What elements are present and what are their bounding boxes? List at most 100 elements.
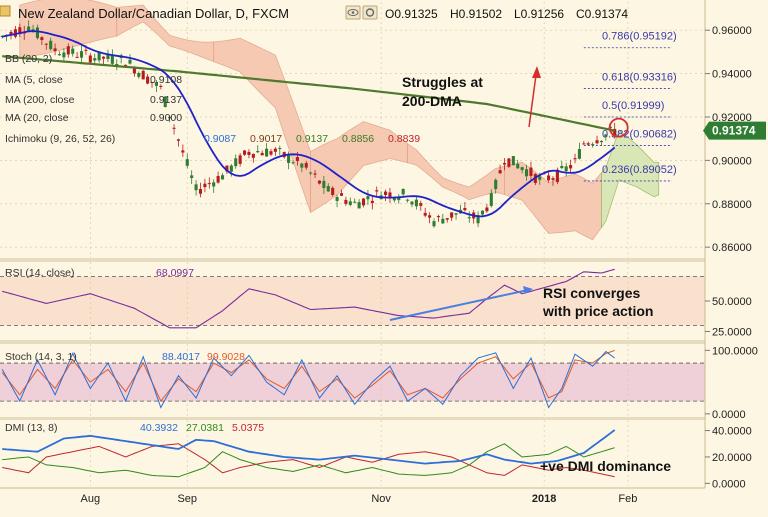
highlight-circle (608, 117, 629, 138)
dmi-plus-line (2, 443, 615, 478)
candle-body-76 (335, 197, 339, 201)
candle-body-118 (520, 167, 524, 171)
candle-body-99 (436, 216, 440, 218)
candle-body-12 (53, 48, 57, 52)
candle-body-122 (538, 176, 542, 180)
candle-body-110 (485, 207, 489, 212)
candle-body-38 (168, 116, 172, 119)
pane-separator-0 (0, 258, 768, 262)
stoch-title: Stoch (14, 3, 1) 88.4017 99.9028 (5, 351, 245, 363)
candle-body-117 (516, 163, 520, 169)
candle-body-8 (35, 27, 39, 39)
candle-body-136 (599, 140, 603, 143)
candle-body-109 (480, 210, 485, 215)
time-label-0: Aug (81, 493, 101, 505)
candle-body-113 (498, 170, 502, 174)
axis-tick-label-420-2: 40.0000 (712, 426, 752, 438)
candle-body-30 (132, 67, 136, 74)
legend-value-4-4: 0.8839 (388, 133, 420, 145)
candle-body-37 (163, 96, 167, 108)
pane-separator-1 (0, 340, 768, 344)
axis-tick-label-2-4: 0.94000 (712, 69, 752, 81)
legend-value-4-2: 0.9137 (296, 133, 328, 145)
price-axis: 0.86000 0.88000 0.90000 0.92000 0.94000 0.960… (704, 0, 768, 512)
legend-label-0: BB (20, 2) (5, 53, 52, 65)
dmi-label: DMI (13, 8) (5, 422, 58, 434)
ohlc-open: O0.91325 (385, 7, 438, 21)
candle-body-90 (397, 197, 401, 201)
candle-body-60 (265, 148, 269, 157)
candle-body-74 (326, 186, 330, 192)
rsi-annotation-line2: with price action (542, 303, 653, 319)
candle-body-114 (502, 162, 507, 165)
ichimoku-cloud (19, 0, 660, 241)
candle-body-85 (375, 190, 379, 192)
candle-body-53 (234, 158, 238, 167)
candle-body-3 (13, 29, 17, 37)
last-price-marker (703, 121, 766, 140)
candle-body-87 (384, 191, 388, 195)
candle-body-100 (441, 218, 445, 224)
legend-value-4-0: 0.9087 (204, 133, 236, 145)
candle-body-82 (361, 198, 366, 206)
header-settings-icon[interactable] (362, 5, 378, 20)
legend-label-2: MA (200, close (5, 94, 75, 106)
candle-body-65 (287, 155, 291, 163)
legend-label-4: Ichimoku (9, 26, 52, 26) (5, 133, 115, 145)
header-eye-icon[interactable] (345, 5, 361, 20)
candle-body-10 (44, 43, 48, 45)
candle-body-72 (317, 180, 321, 184)
candle-body-93 (410, 201, 414, 205)
fib-label-1: 0.618(0.93316) (602, 71, 677, 83)
candle-body-125 (551, 178, 555, 180)
candle-body-128 (564, 166, 568, 172)
dmi-minus-line (2, 443, 615, 478)
fib-label-0: 0.786(0.95192) (602, 31, 677, 43)
candle-body-52 (229, 165, 233, 172)
rsi-annotation-line1: RSI converges (543, 285, 640, 301)
axis-background (705, 0, 768, 512)
candle-body-15 (66, 46, 70, 55)
candle-body-134 (591, 144, 595, 146)
candle-body-44 (194, 184, 198, 191)
pane-separator-2 (0, 417, 768, 420)
candles (0, 20, 617, 228)
time-axis: Aug Sep Nov 2018 Feb (0, 487, 768, 512)
fib-label-3: 0.382(0.90682) (602, 129, 677, 141)
candle-body-48 (212, 182, 216, 187)
symbol-marker[interactable] (0, 5, 11, 17)
candle-body-28 (124, 64, 128, 67)
stoch-d-value: 99.9028 (207, 351, 245, 363)
axis-tick-label-344-0: 0.0000 (712, 409, 746, 421)
candle-body-88 (388, 192, 392, 199)
axis-tick-label-344-1: 100.0000 (712, 345, 758, 357)
fib-label-4: 0.236(0.89052) (602, 164, 677, 176)
dmi-minus-value: 5.0375 (232, 422, 264, 434)
axis-tick-label-2-3: 0.92000 (712, 112, 752, 124)
candle-body-97 (428, 215, 432, 218)
candle-body-81 (357, 202, 361, 209)
candle-body-36 (159, 85, 163, 87)
candle-body-58 (256, 151, 260, 153)
axis-tick-label-2-1: 0.88000 (712, 199, 752, 211)
candle-body-106 (467, 217, 471, 219)
candle-body-108 (476, 215, 480, 224)
candle-body-6 (27, 26, 31, 31)
candle-body-9 (40, 37, 44, 41)
dmi-plus-value: 27.0381 (186, 422, 224, 434)
candle-body-92 (406, 199, 410, 201)
last-price-tag: 0.91374 (703, 121, 766, 140)
candle-body-67 (295, 157, 299, 161)
candle-body-45 (198, 188, 203, 194)
rsi-line (2, 268, 615, 329)
candle-body-29 (128, 59, 132, 64)
candle-body-70 (309, 172, 313, 174)
axis-tick-label-420-0: 0.0000 (712, 478, 746, 490)
legend-label-3: MA (20, close (5, 112, 69, 124)
candle-body-11 (49, 40, 53, 50)
dmi-title: DMI (13, 8) 40.3932 27.0381 5.0375 (5, 422, 264, 434)
candle-body-66 (291, 162, 295, 164)
ma200-line (2, 55, 615, 132)
